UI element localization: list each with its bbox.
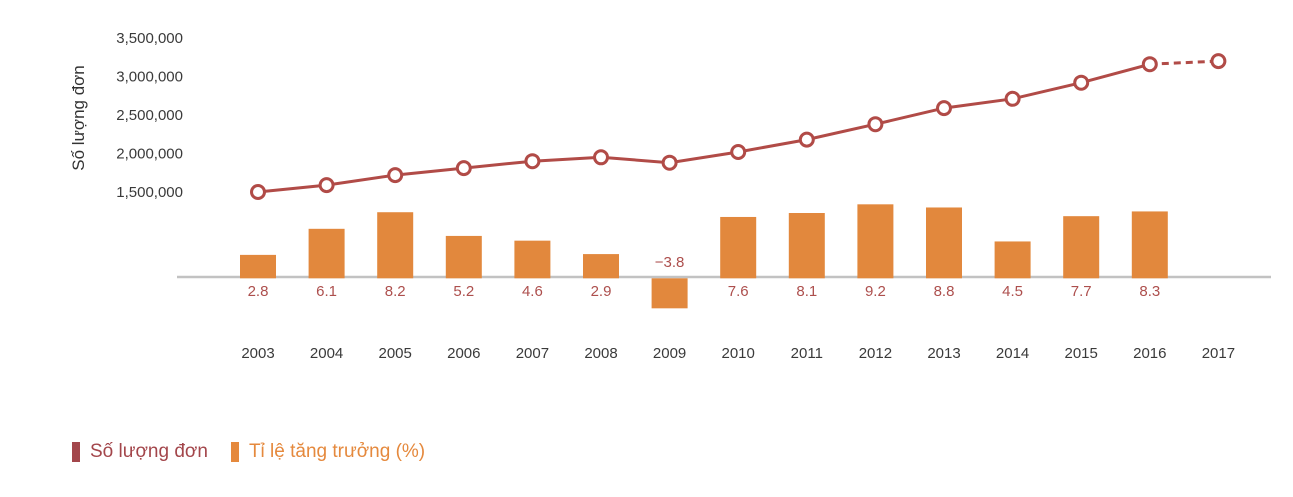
x-axis-year-label-2017: 2017 <box>1202 345 1235 362</box>
growth-value-label-2009: −3.8 <box>655 254 685 271</box>
line-marker-2012 <box>867 116 884 133</box>
x-axis-year-label-2015: 2015 <box>1065 345 1098 362</box>
x-axis-year-label-2009: 2009 <box>653 345 686 362</box>
line-marker-2010 <box>730 144 747 160</box>
legend: Số lượng đơn Tỉ lệ tăng trưởng (%) <box>72 442 425 462</box>
growth-value-label-2011: 8.1 <box>796 283 817 300</box>
growth-value-label-2007: 4.6 <box>522 283 543 300</box>
growth-bar-2006 <box>445 235 482 279</box>
line-marker-2013 <box>936 100 952 117</box>
line-marker-2005 <box>387 167 404 184</box>
legend-swatch-applications <box>72 442 80 462</box>
line-marker-2008 <box>593 149 609 166</box>
applications-line-solid <box>257 62 1151 194</box>
line-marker-2014 <box>1004 90 1021 107</box>
legend-label-applications: Số lượng đơn <box>90 441 208 462</box>
x-axis-year-label-2012: 2012 <box>859 345 892 362</box>
x-axis-year-label-2016: 2016 <box>1133 345 1166 362</box>
growth-value-label-2012: 9.2 <box>865 283 886 300</box>
x-axis-year-label-2007: 2007 <box>516 345 549 362</box>
legend-label-growth-rate: Tỉ lệ tăng trưởng (%) <box>248 441 426 462</box>
legend-item-growth-rate[interactable]: Tỉ lệ tăng trưởng (%) <box>230 441 426 462</box>
growth-bar-2016 <box>1131 211 1168 279</box>
x-axis-year-label-2005: 2005 <box>379 345 412 362</box>
x-axis-year-label-2008: 2008 <box>584 345 617 362</box>
legend-swatch-growth-rate <box>230 442 239 462</box>
line-marker-2003 <box>250 184 266 200</box>
y-axis-tick-label: 2,000,000 <box>116 146 183 163</box>
growth-bar-2013 <box>926 207 962 279</box>
growth-bar-2014 <box>994 241 1031 279</box>
x-axis-year-label-2006: 2006 <box>447 345 480 362</box>
growth-value-label-2010: 7.6 <box>728 283 749 300</box>
growth-bar-2004 <box>308 228 345 279</box>
growth-value-label-2005: 8.2 <box>385 283 406 300</box>
growth-bar-2005 <box>377 212 414 279</box>
growth-value-label-2015: 7.7 <box>1071 283 1092 300</box>
growth-bar-2011 <box>788 213 825 279</box>
legend-item-applications[interactable]: Số lượng đơn <box>72 442 208 462</box>
growth-bar-2012 <box>857 204 894 279</box>
applications-line-dashed-forecast <box>1149 59 1219 66</box>
y-axis-tick-label: 3,000,000 <box>116 69 183 86</box>
line-marker-2017 <box>1210 53 1227 70</box>
line-marker-2011 <box>798 131 815 148</box>
combo-chart-plot-area: 3,500,000 3,000,000 2,500,000 2,000,000 1,50… <box>116 30 1271 362</box>
growth-value-label-2006: 5.2 <box>453 283 474 300</box>
growth-bar-2015 <box>1063 216 1100 279</box>
x-axis-year-label-2004: 2004 <box>310 345 343 362</box>
growth-bar-2009 <box>651 278 688 309</box>
growth-value-label-2016: 8.3 <box>1139 283 1160 300</box>
line-marker-2007 <box>524 153 541 170</box>
growth-value-label-2014: 4.5 <box>1002 283 1023 300</box>
x-axis-year-label-2010: 2010 <box>722 345 755 362</box>
growth-value-label-2004: 6.1 <box>316 283 337 300</box>
growth-bar-2008 <box>583 254 619 279</box>
x-axis-year-label-2014: 2014 <box>996 345 1029 362</box>
growth-value-label-2003: 2.8 <box>248 283 269 300</box>
line-marker-2004 <box>318 177 335 194</box>
line-marker-2009 <box>661 154 678 171</box>
y-axis-tick-label: 1,500,000 <box>116 184 183 201</box>
x-axis-year-label-2003: 2003 <box>241 345 274 362</box>
x-axis-year-label-2013: 2013 <box>927 345 960 362</box>
line-marker-2015 <box>1073 74 1090 91</box>
growth-bar-2003 <box>240 254 276 279</box>
line-marker-2016 <box>1141 56 1158 73</box>
growth-bar-2010 <box>720 216 757 279</box>
y-axis-tick-label: 3,500,000 <box>116 30 183 47</box>
line-marker-2006 <box>455 160 472 177</box>
growth-value-label-2013: 8.8 <box>934 283 955 300</box>
y-axis-tick-label: 2,500,000 <box>116 107 183 124</box>
x-axis-year-label-2011: 2011 <box>791 345 823 362</box>
growth-value-label-2008: 2.9 <box>591 283 612 300</box>
growth-bar-2007 <box>514 240 551 279</box>
